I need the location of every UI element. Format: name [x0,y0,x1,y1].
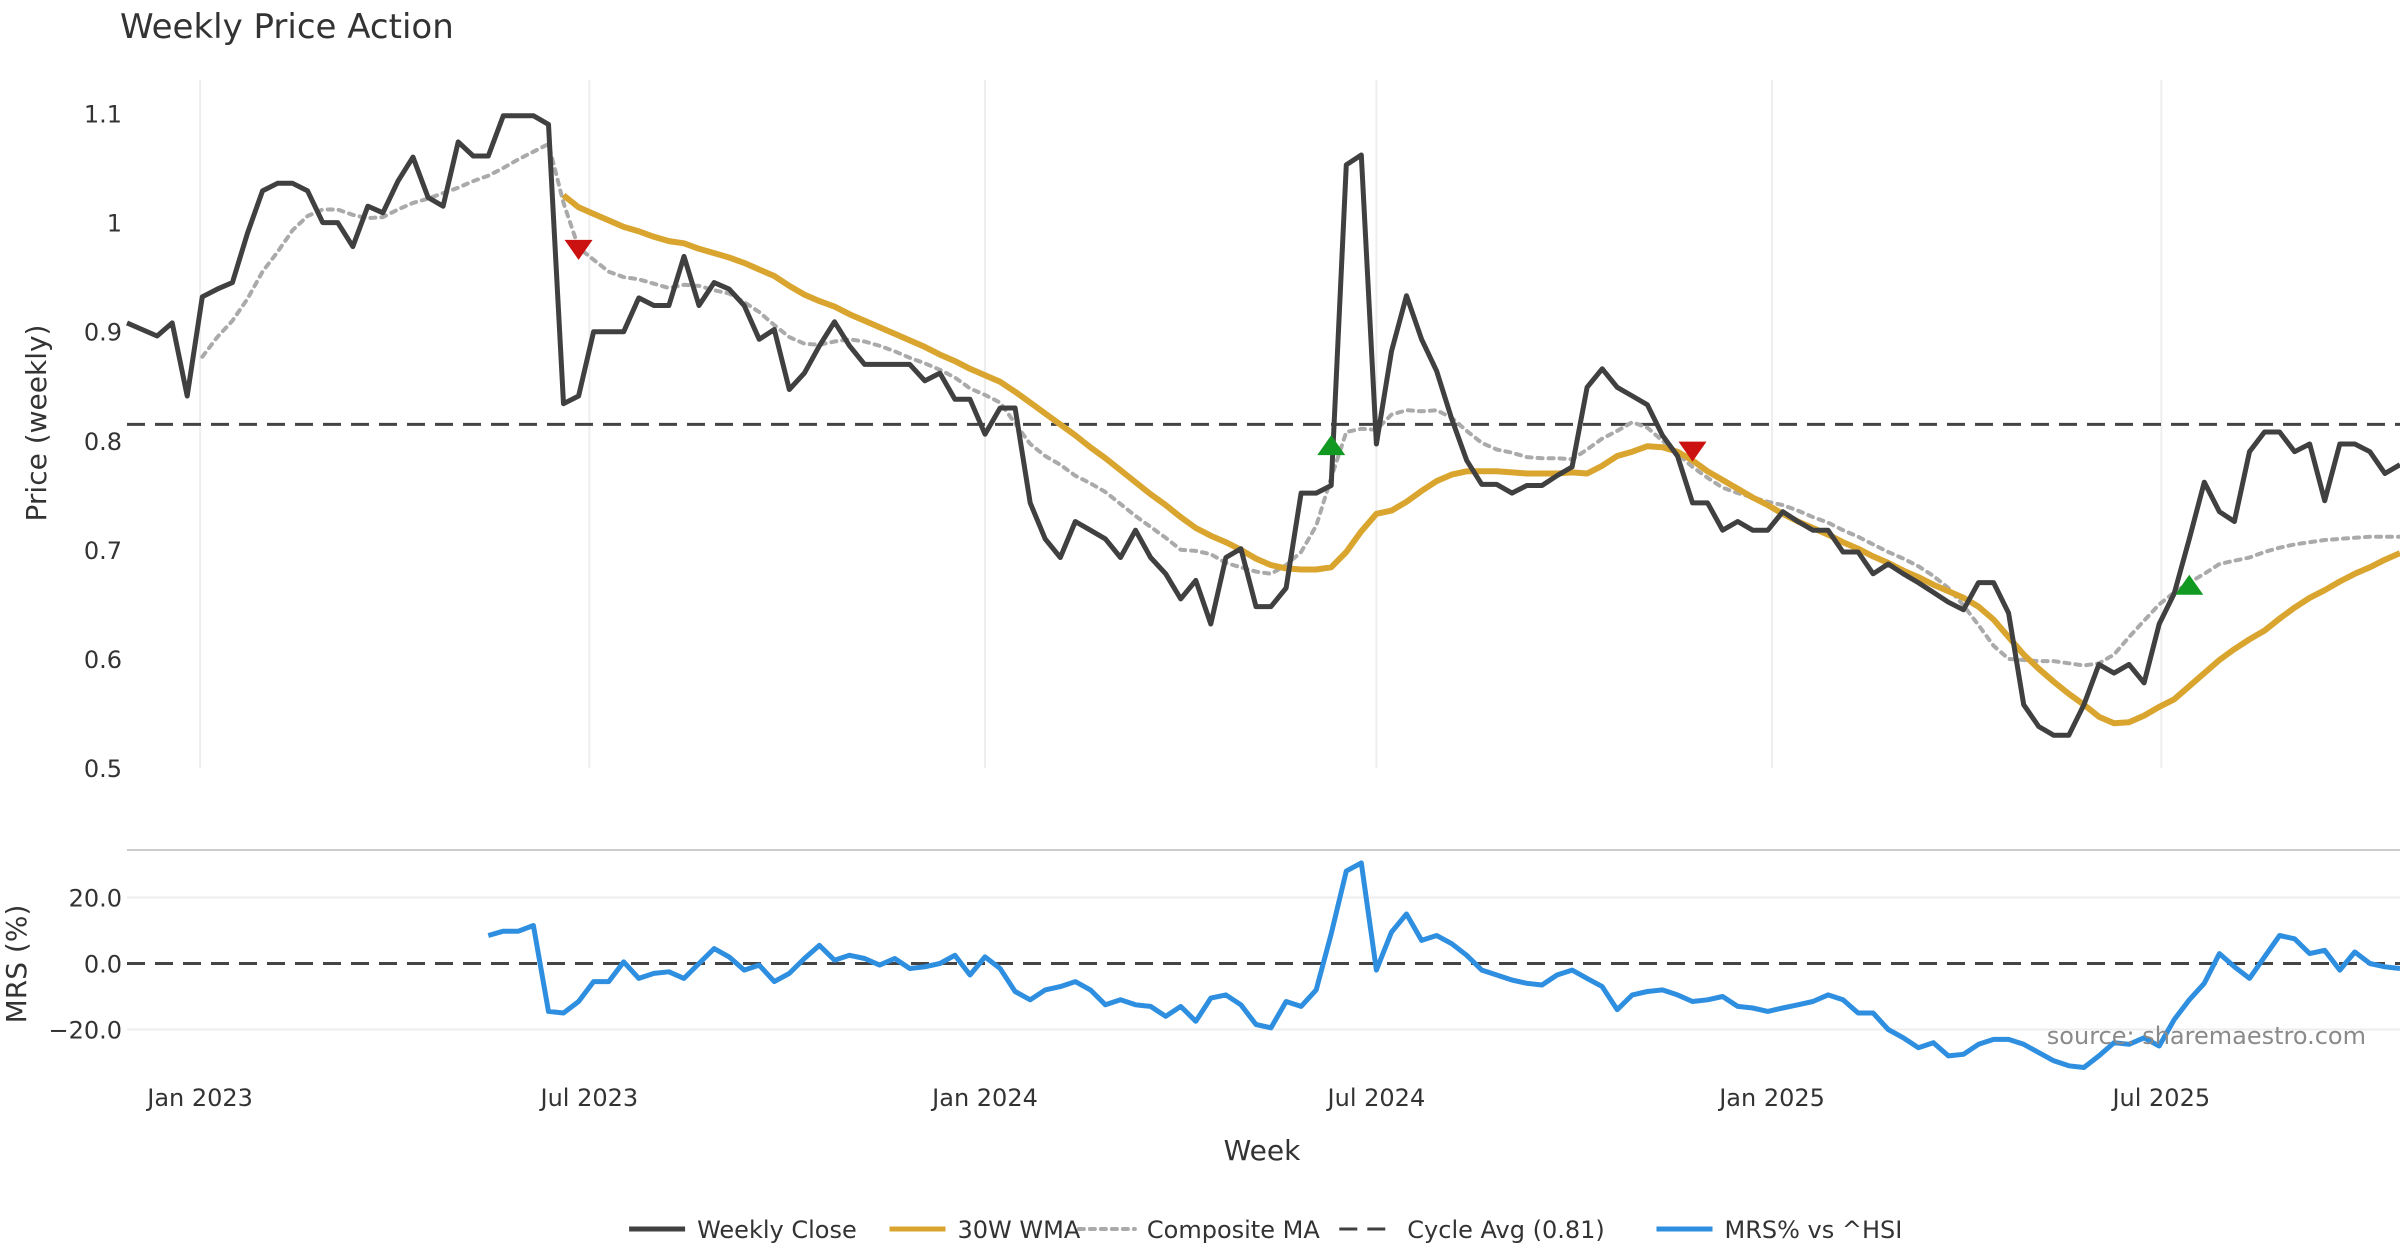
30w-wma-line [561,192,2400,727]
x-tick-label: Jul 2023 [539,1084,639,1112]
mrs-y-axis-label: MRS (%) [0,905,33,1024]
x-axis-ticks: Jan 2023 Jul 2023 Jan 2024 Jul 2024 Jan 2025… [145,1084,2210,1112]
source-credit: source: sharemaestro.com [2047,1022,2366,1050]
price-y-axis-label: Price (weekly) [20,325,53,522]
signal-markers [564,239,2204,595]
x-tick-label: Jul 2024 [1326,1084,1426,1112]
legend-label: Cycle Avg (0.81) [1407,1216,1604,1244]
price-y-tick-label: 0.5 [84,755,122,783]
legend-label: MRS% vs ^HSI [1725,1216,1903,1244]
mrs-gridlines [127,896,2400,1031]
price-series-group [125,113,2400,738]
legend-label: Composite MA [1147,1216,1320,1244]
mrs-series-group [487,860,2400,1070]
price-y-tick-label: 1 [107,210,122,238]
mrs-y-tick-label: 20.0 [69,885,122,913]
buy-signal-marker [1317,435,1346,456]
price-y-tick-label: 1.1 [84,101,122,129]
price-y-tick-label: 0.6 [84,646,122,674]
composite-ma-line [200,142,2400,668]
mrs-vs-hsi-line [487,860,2400,1070]
price-x-gridlines [199,80,2163,768]
mrs-y-ticks: 20.0 0.0 −20.0 [48,885,122,1045]
x-tick-label: Jan 2023 [145,1084,253,1112]
legend: Weekly Close 30W WMA Composite MA Cycle Avg… [629,1216,1902,1244]
price-y-tick-label: 0.7 [84,537,122,565]
weekly-close-line [125,113,2400,738]
price-y-tick-label: 0.8 [84,428,122,456]
price-y-ticks: 0.5 0.6 0.7 0.8 0.9 1 1.1 [84,101,122,784]
x-axis-label: Week [1224,1134,1301,1167]
x-tick-label: Jan 2025 [1717,1084,1825,1112]
mrs-y-tick-label: 0.0 [84,951,122,979]
legend-label: Weekly Close [697,1216,857,1244]
mrs-panel: 20.0 0.0 −20.0 MRS (%) source: sharemaestr… [0,860,2400,1070]
buy-signal-marker [2175,574,2204,595]
mrs-y-tick-label: −20.0 [48,1017,122,1045]
price-panel: 0.5 0.6 0.7 0.8 0.9 1 1.1 Price (weekly) [20,80,2400,783]
sell-signal-marker [564,239,593,260]
chart-title: Weekly Price Action [120,7,454,47]
legend-label: 30W WMA [958,1216,1081,1244]
sell-signal-marker [1678,441,1707,462]
price-y-tick-label: 0.9 [84,319,122,347]
x-tick-label: Jan 2024 [930,1084,1038,1112]
x-tick-label: Jul 2025 [2110,1084,2210,1112]
